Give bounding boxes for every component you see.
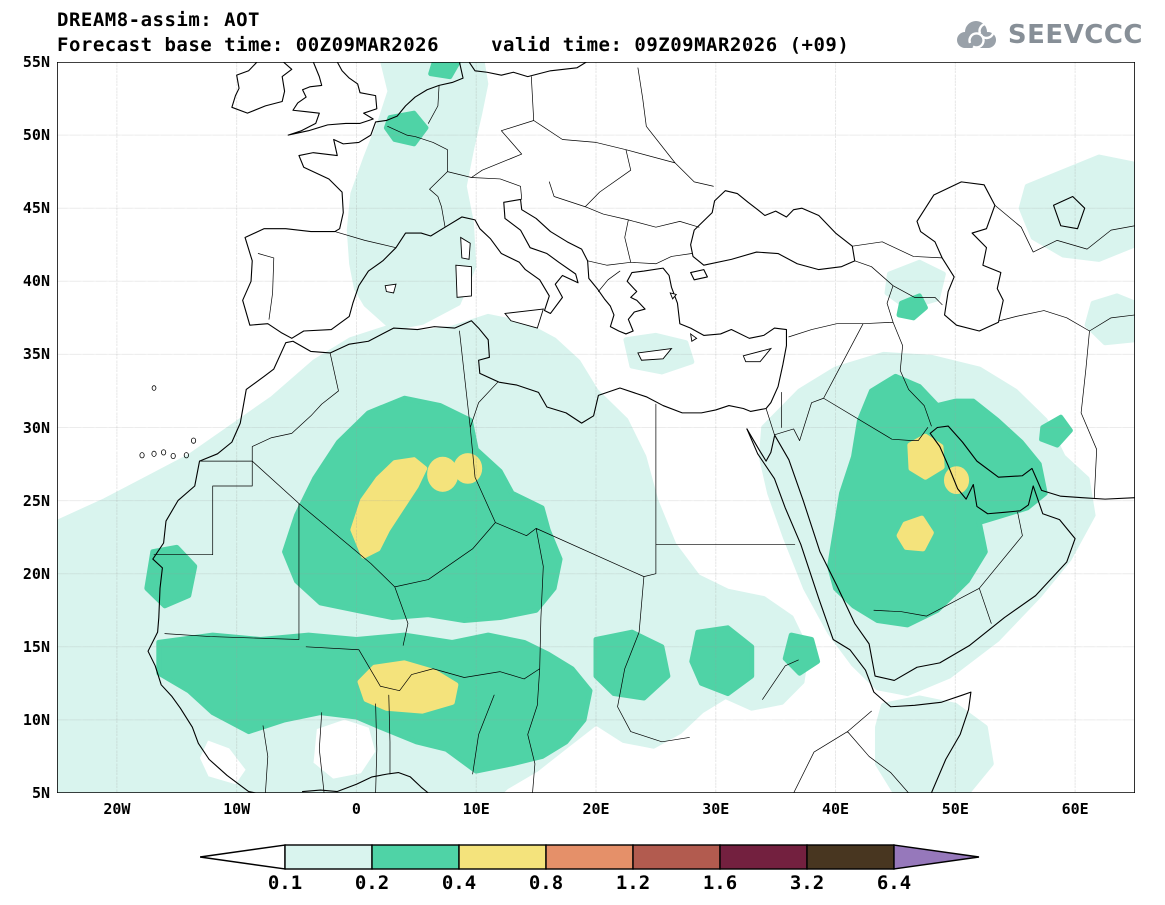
contour-fill-aot-0.2-0.4-sahara [285, 398, 560, 620]
colorbar-tick-label: 0.4 [441, 872, 477, 894]
coastline-sinai [747, 429, 775, 461]
colorbar-segment [632, 844, 721, 870]
contour-fill-aot-0.4-0.8-sahara [353, 460, 425, 556]
map-svg [57, 62, 1135, 793]
island-corsica [461, 237, 471, 259]
lon-tick-label: 60E [1061, 800, 1089, 818]
lat-tick-label: 45N [22, 199, 50, 218]
lat-tick-label: 15N [22, 637, 50, 656]
colorbar-tick-label: 0.2 [354, 872, 390, 894]
island-rhodes [691, 334, 697, 341]
lon-tick-label: 50E [941, 800, 969, 818]
coastlines [140, 62, 1135, 793]
contour-fill-aot-0.2-0.4-mauritania-coast [147, 547, 195, 605]
contour-fill-aot-0.2-0.4-north-sea [431, 62, 459, 77]
contour-fill-aot-0.4-0.8-sahara-spot-1 [427, 456, 459, 492]
island-cyprus [743, 349, 771, 362]
map [57, 62, 1135, 793]
seevccc-logo-text: SEEVCCC [1007, 20, 1143, 50]
colorbar-segment [371, 844, 460, 870]
seevccc-logo: SEEVCCC [950, 16, 1143, 54]
contour-fill-aot-0.2-0.4-belgium [386, 113, 426, 144]
colorbar-segment [719, 844, 808, 870]
lat-tick-label: 10N [22, 710, 50, 729]
borders-europe [258, 68, 713, 319]
country-borders [154, 68, 1135, 793]
coastline-baltic [469, 62, 586, 77]
coastline-red-sea-africa-horn [747, 429, 971, 793]
canary-islands [140, 386, 196, 459]
forecast-base-time: 00Z09MAR2026 [295, 34, 440, 56]
coastline-ireland [232, 62, 292, 113]
lat-tick-label: 25N [22, 491, 50, 510]
borders-africa [154, 331, 909, 793]
contour-fill-aot-0.2-0.4-darfur [596, 632, 668, 698]
forecast-base-label: Forecast base time: [57, 34, 284, 56]
contour-fill-aot-0.2-0.4-eritrea [785, 635, 817, 673]
contour-fill-aot-0.1-0.2-caucasus [887, 262, 943, 307]
lat-tick-label: 35N [22, 345, 50, 364]
colorbar-arrow-above-max [893, 844, 980, 870]
coastline-aral-sea [1054, 197, 1085, 229]
colorbar-arrow-below-min [200, 844, 286, 870]
colorbar-segment [806, 844, 895, 870]
lat-tick-label: 40N [22, 272, 50, 291]
coastline-europe-africa [148, 62, 786, 793]
lat-tick-label: 50N [22, 126, 50, 145]
contour-fill-aot-0.2-0.4-east-iran [1042, 417, 1071, 445]
contour-fill-aot-0.4-0.8-sahel [360, 663, 456, 711]
contour-fill-aot-0.1-0.2-horn-of-africa [877, 698, 991, 793]
colorbar-tick-label: 1.2 [615, 872, 651, 894]
coastline-gulf-of-guinea [303, 773, 429, 793]
colorbar-tick-label: 3.2 [789, 872, 825, 894]
coastline-sea-of-marmara [691, 270, 708, 280]
contour-fill-aot-0.2-0.4-sudan [692, 628, 752, 694]
valid-time-label: valid time: [491, 34, 623, 56]
island-lesbos [670, 293, 676, 299]
colorbar-legend: 0.1 0.2 0.4 0.8 1.2 1.6 3.2 6.4 [200, 842, 980, 902]
colorbar-segment [545, 844, 634, 870]
lat-tick-label: 55N [22, 53, 50, 71]
island-crete [638, 349, 672, 361]
lon-tick-label: 0 [351, 800, 361, 818]
lat-tick-label: 20N [22, 564, 50, 583]
coastline-black-sea [691, 191, 855, 270]
island-mallorca [385, 284, 396, 293]
contour-fills [57, 62, 1135, 793]
valid-time-value: 09Z09MAR2026 (+09) [634, 34, 850, 56]
coastline-caspian-sea [917, 182, 1003, 331]
colorbar-tick-label: 1.6 [702, 872, 738, 894]
colorbar-segment [458, 844, 547, 870]
contour-fill-aot-0.1-0.2-europe-swath [349, 62, 486, 328]
coastline-arabian-peninsula [774, 428, 1075, 681]
coastline-great-britain [288, 62, 377, 135]
contour-fill-aot-0.4-0.8-sahara-spot-2 [453, 453, 483, 484]
chart-subtitle: Forecast base time: 00Z09MAR2026 valid ti… [57, 34, 849, 56]
colorbar-tick-label: 6.4 [876, 872, 912, 894]
contour-fill-aot-0.1-0.2-east-iran [1087, 296, 1135, 343]
lon-tick-label: 10W [223, 800, 251, 818]
seevccc-cloud-icon [956, 21, 996, 49]
lon-tick-label: 40E [822, 800, 850, 818]
island-sardinia [456, 265, 472, 297]
colorbar-segment [284, 844, 373, 870]
lon-tick-label: 30E [702, 800, 730, 818]
lon-tick-label: 20W [103, 800, 131, 818]
island-sicily [505, 309, 543, 328]
coastline-iran-gulf [937, 426, 1135, 499]
lon-tick-label: 10E [462, 800, 490, 818]
lat-tick-label: 5N [31, 784, 50, 802]
lon-tick-label: 20E [582, 800, 610, 818]
colorbar-svg [200, 844, 980, 870]
colorbar-tick-label: 0.8 [528, 872, 564, 894]
chart-title: DREAM8-assim: AOT [57, 9, 260, 31]
lat-tick-label: 30N [22, 418, 50, 437]
contour-fill-aot-0.4-0.8-central-saudi [899, 518, 931, 549]
borders-middle-east [766, 205, 1135, 623]
colorbar-tick-label: 0.1 [267, 872, 303, 894]
contour-fill-aot-0.4-0.8-kuwait [910, 436, 942, 477]
